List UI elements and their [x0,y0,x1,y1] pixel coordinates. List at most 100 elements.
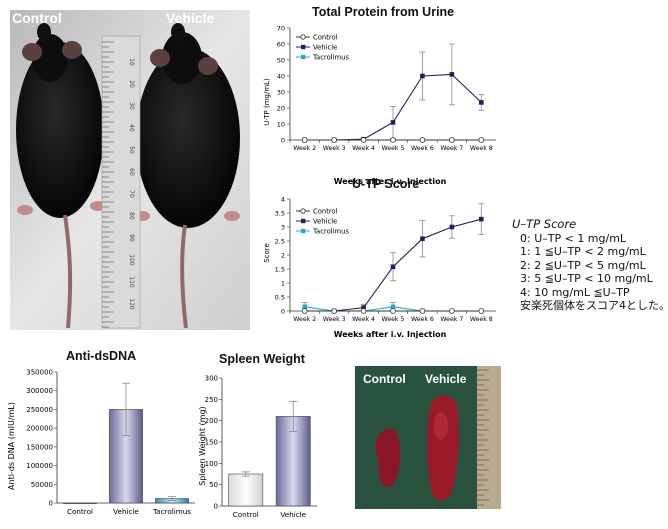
spleen-ytick-label: 50 [209,481,218,489]
chart-dsdna: Anti-ds DNA (mIU/mL) 0 50000 100000 150000 2… [7,369,195,516]
utp-point-vehicle [449,72,455,77]
ruler-mark-label: 10 [128,58,135,66]
ruler-mark-label: 20 [128,80,135,88]
dsdna-xtick-label: Tacrolimus [152,507,191,516]
dsdna-xtick-label: Control [67,507,93,516]
score-ytick-label: 1 [281,279,285,287]
spleen-ytick-label: 150 [205,439,218,447]
spleen-xtick-label: Vehicle [280,510,306,519]
score-xtick-label: Week 4 [352,316,375,323]
utp-legend-label: Vehicle [313,43,337,51]
score-legend-label: Vehicle [313,217,337,225]
utp-ytick-label: 20 [277,104,285,112]
score-scale-line-2: 2: 2 ≦U–TP < 5 mg/mL [520,258,646,272]
mice-photo: 10 20 30 40 50 60 70 80 90 100 110 120 Control Vehi… [10,10,250,330]
utp-ytick-label: 40 [277,72,285,80]
utp-ytick-label: 50 [277,56,285,64]
utp-point-vehicle [390,120,396,125]
mice-label-control: Control [12,10,62,26]
dsdna-ytick-label: 350000 [26,369,53,377]
score-legend-marker [301,228,306,234]
spleen-ylabel: Spleen Weight (mg) [198,406,207,485]
utp-point-control [331,137,337,143]
score-ytick-label: 2.5 [275,237,285,245]
score-point-vehicle [449,224,455,230]
dsdna-ytick-label: 100000 [26,462,53,470]
dsdna-ytick-label: 300000 [26,387,53,395]
chart-spleen: Spleen Weight (mg) 0 50 100 150 200 250 300 Con… [198,375,317,519]
dsdna-ytick-label: 0 [49,500,53,508]
chart-title-score: U-TP Score [352,177,420,191]
spleen-ytick-label: 300 [205,375,218,383]
dsdna-xtick-label: Vehicle [113,507,139,516]
utp-xtick-label: Week 6 [411,145,434,152]
utp-legend-marker [301,44,306,50]
score-xtick-label: Week 7 [440,316,463,323]
spleen-label-control: Control [363,372,406,386]
spleen-photo: Control Vehicle [355,366,501,509]
spleen-vehicle [427,395,459,501]
utp-point-control [449,137,455,143]
vehicle-mouse [134,23,240,329]
spleen-bar-control [228,473,264,507]
dsdna-bar-control [63,502,97,504]
score-ytick-label: 2 [281,251,285,259]
score-point-vehicle [478,216,484,222]
score-scale-title: U–TP Score [512,217,577,231]
mice-label-vehicle: Vehicle [166,10,215,26]
utp-ytick-label: 0 [281,136,285,144]
utp-legend-marker [301,54,306,60]
score-point-control [449,308,455,314]
utp-point-vehicle [478,100,484,105]
score-xtick-label: Week 2 [293,316,316,323]
dsdna-ytick-label: 250000 [26,406,53,414]
spleen-xtick-label: Control [233,510,259,519]
ruler-mark-label: 110 [128,276,135,288]
utp-point-control [390,137,396,143]
utp-xtick-label: Week 7 [440,145,463,152]
utp-xtick-label: Week 5 [382,145,405,152]
score-ylabel: Score [263,243,271,263]
utp-xtick-label: Week 2 [293,145,316,152]
score-ytick-label: 3 [281,223,285,231]
score-xtick-label: Week 8 [470,316,493,323]
score-xtick-label: Week 6 [411,316,434,323]
score-point-control [331,308,337,314]
score-scale-line-3: 3: 5 ≦U–TP < 10 mg/mL [520,272,653,285]
score-point-vehicle [420,236,425,242]
ruler-mark-label: 40 [128,124,135,132]
utp-ytick-label: 70 [277,24,285,32]
utp-point-control [360,137,367,143]
score-scale-legend: U–TP Score 0: U–TP < 1 mg/mL 1: 1 ≦U–TP … [512,217,668,313]
score-point-vehicle [361,305,366,310]
utp-point-control [419,137,426,143]
ruler-mark-label: 120 [128,298,135,310]
utp-ylabel: U-TP (mg/mL) [263,78,271,126]
score-ytick-label: 0.5 [275,293,285,301]
utp-ytick-label: 60 [277,40,285,48]
score-ytick-label: 0 [281,307,285,315]
score-point-control [390,308,396,314]
spleen-label-vehicle: Vehicle [425,372,467,386]
spleen-ruler [477,369,489,506]
score-legend-marker [301,218,306,224]
ruler-mark-label: 30 [128,102,135,110]
score-xtick-label: Week 5 [382,316,405,323]
spleen-ytick-label: 100 [205,460,218,468]
utp-point-control [301,137,308,143]
ruler-mark-label: 90 [128,234,135,242]
chart-title-spleen: Spleen Weight [219,352,305,366]
ruler-mark-label: 80 [128,212,135,220]
spleen-ytick-label: 250 [205,396,218,404]
utp-xtick-label: Week 4 [352,145,375,152]
score-point-tacrolimus [390,304,396,310]
score-point-control [419,308,426,314]
utp-legend-marker [300,34,306,40]
dsdna-ylabel: Anti-ds DNA (mIU/mL) [7,402,16,490]
score-legend-label: Tacrolimus [312,227,349,235]
dsdna-ytick-label: 200000 [26,425,53,433]
score-ytick-label: 4 [281,195,285,203]
utp-legend-label: Control [313,33,338,41]
chart-title-dsdna: Anti-dsDNA [66,349,137,363]
utp-xtick-label: Week 3 [323,145,346,152]
